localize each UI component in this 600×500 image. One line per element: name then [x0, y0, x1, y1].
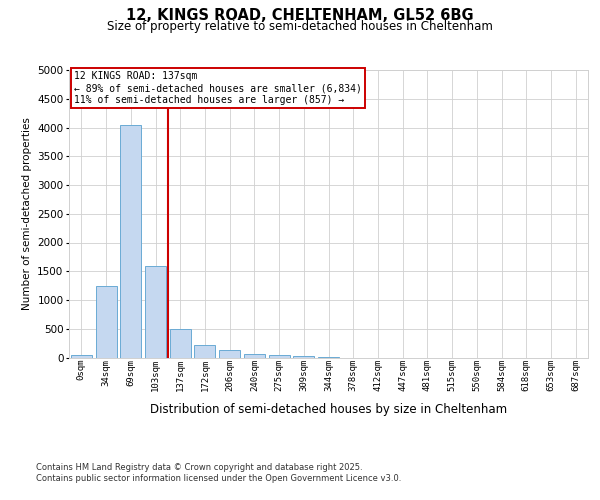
Bar: [293, 356, 314, 358]
Text: Distribution of semi-detached houses by size in Cheltenham: Distribution of semi-detached houses by …: [150, 402, 508, 415]
Text: Contains HM Land Registry data © Crown copyright and database right 2025.: Contains HM Land Registry data © Crown c…: [36, 462, 362, 471]
Bar: [219, 350, 240, 358]
Bar: [194, 345, 215, 358]
Text: 12, KINGS ROAD, CHELTENHAM, GL52 6BG: 12, KINGS ROAD, CHELTENHAM, GL52 6BG: [126, 8, 474, 22]
Bar: [170, 329, 191, 358]
Bar: [95, 286, 116, 358]
Text: Size of property relative to semi-detached houses in Cheltenham: Size of property relative to semi-detach…: [107, 20, 493, 33]
Bar: [269, 355, 290, 358]
Bar: [244, 354, 265, 358]
Bar: [145, 266, 166, 358]
Y-axis label: Number of semi-detached properties: Number of semi-detached properties: [22, 118, 32, 310]
Bar: [120, 124, 141, 358]
Bar: [71, 354, 92, 358]
Text: 12 KINGS ROAD: 137sqm
← 89% of semi-detached houses are smaller (6,834)
11% of s: 12 KINGS ROAD: 137sqm ← 89% of semi-deta…: [74, 72, 362, 104]
Text: Contains public sector information licensed under the Open Government Licence v3: Contains public sector information licen…: [36, 474, 401, 483]
